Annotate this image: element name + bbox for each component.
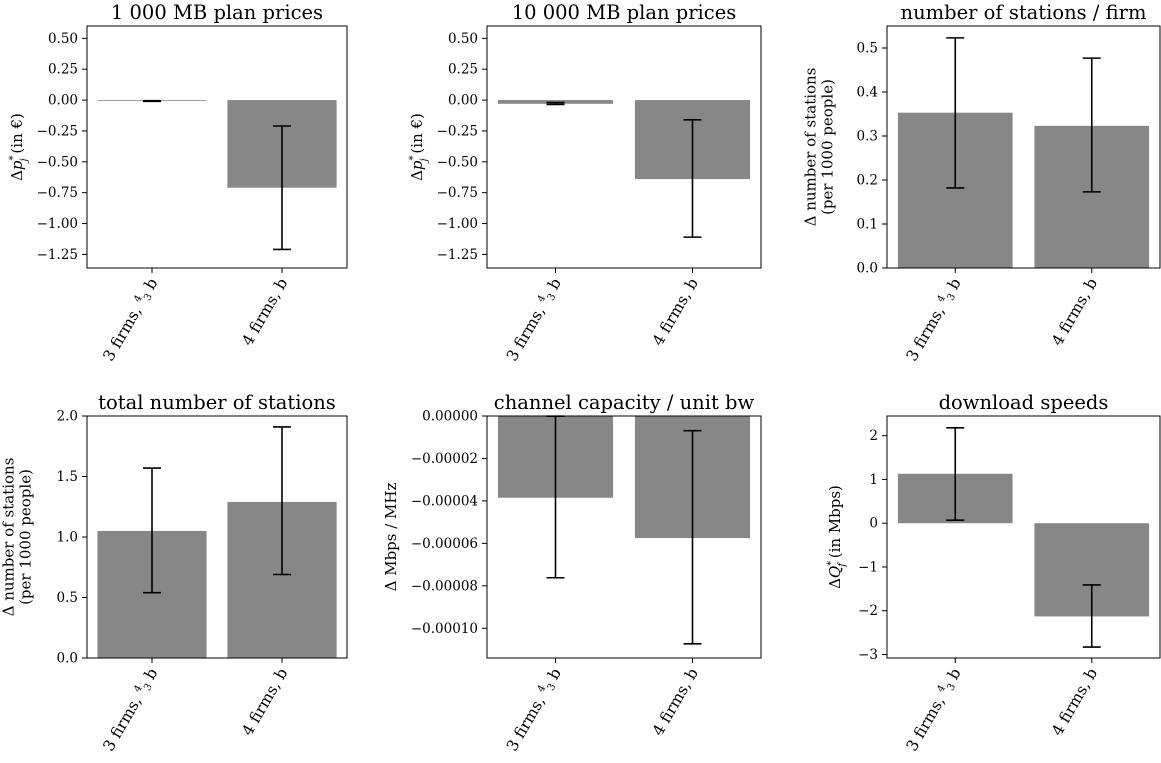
- error-bar: [273, 426, 291, 576]
- error-bar: [1082, 57, 1101, 193]
- y-tick-label: −0.00008: [411, 578, 478, 594]
- y-tick-label: −0.00010: [411, 621, 478, 637]
- y-tick-label: −3: [858, 647, 878, 663]
- y-tick-label: −0.50: [37, 154, 78, 170]
- y-tick-label: −1.00: [37, 216, 78, 232]
- error-bar: [143, 467, 161, 594]
- x-tick-label: 4 firms, b: [1048, 665, 1101, 739]
- chart-title: channel capacity / unit bw: [494, 391, 755, 414]
- y-tick-label: −1.25: [37, 247, 78, 263]
- x-tick-label: 3 firms, 43 b: [503, 275, 566, 365]
- plot-frame: [886, 25, 1161, 269]
- y-axis-label: Δ Mbps / MHz: [382, 483, 400, 592]
- y-tick-label: 0.2: [857, 173, 878, 189]
- y-tick-label: 0.00: [448, 93, 478, 109]
- chart-title: download speeds: [939, 391, 1109, 414]
- y-tick-label: 1: [869, 472, 878, 488]
- plot-frame: [486, 25, 762, 269]
- y-tick-label: 0.1: [857, 217, 878, 233]
- x-tick-label: 4 firms, b: [238, 275, 291, 349]
- plot-frame: [86, 25, 348, 269]
- y-tick-label: 2: [869, 428, 878, 444]
- error-bar: [143, 99, 161, 103]
- y-axis-label: Δ number of stations: [0, 458, 18, 617]
- y-axis-label: ΔQ*f (in Mbps): [826, 485, 848, 589]
- y-tick-label: −0.25: [437, 123, 478, 139]
- y-tick-label: −0.75: [437, 185, 478, 201]
- y-tick-label: 2.0: [57, 409, 78, 425]
- x-tick-label: 3 firms, 43 b: [503, 665, 566, 755]
- y-tick-label: −0.00002: [411, 451, 478, 467]
- error-bar: [1082, 584, 1101, 648]
- y-tick-label: −1.00: [437, 216, 478, 232]
- y-tick-label: 0.25: [448, 62, 478, 78]
- error-bar: [683, 119, 702, 238]
- error-bar: [683, 429, 702, 645]
- y-tick-label: −0.25: [37, 123, 78, 139]
- y-tick-label: 1.5: [57, 469, 78, 485]
- error-bar: [946, 37, 965, 189]
- y-tick-label: 0.0: [857, 261, 878, 277]
- plot-frame: [486, 415, 762, 659]
- y-tick-label: 0.25: [48, 62, 78, 78]
- error-bar: [546, 101, 565, 106]
- chart-panel-6: download speeds 2 1 0 −1 −2 −3 3 firms, 43 b 4 f…: [826, 391, 1161, 755]
- y-tick-label: 0.5: [857, 41, 878, 57]
- y-tick-label: −0.00004: [411, 493, 478, 509]
- y-tick-label: 0.3: [857, 129, 878, 145]
- y-tick-label: −0.50: [437, 154, 478, 170]
- y-tick-label: 1.0: [57, 530, 78, 546]
- x-tick-label: 4 firms, b: [1048, 275, 1101, 349]
- y-tick-label: 0: [869, 516, 878, 532]
- x-tick-label: 4 firms, b: [649, 665, 702, 739]
- y-axis-label: Δp*j (in €): [408, 113, 430, 181]
- error-bar: [273, 125, 291, 251]
- y-tick-label: −0.00006: [411, 536, 478, 552]
- x-tick-label: 3 firms, 43 b: [903, 665, 966, 755]
- chart-panel-2: 10 000 MB plan prices 0.50 0.25 0.00 −0.25 −0…: [408, 1, 762, 365]
- chart-title: number of stations / firm: [901, 1, 1147, 24]
- x-tick-label: 4 firms, b: [649, 275, 702, 349]
- plot-frame: [886, 415, 1161, 659]
- y-tick-label: 0.00: [48, 93, 78, 109]
- x-tick-label: 3 firms, 43 b: [100, 665, 163, 755]
- y-tick-label: −0.75: [37, 185, 78, 201]
- y-axis-label: Δ number of stations: [802, 68, 820, 227]
- y-axis-label: Δp*j (in €): [8, 113, 30, 181]
- y-tick-label: 0.0: [57, 651, 78, 667]
- chart-panel-3: number of stations / firm 0.0 0.1 0.2 0.3 0.4…: [802, 1, 1161, 365]
- y-tick-label: −2: [858, 603, 878, 619]
- chart-title: 1 000 MB plan prices: [111, 1, 323, 24]
- y-tick-label: 0.00000: [422, 409, 478, 425]
- x-tick-label: 3 firms, 43 b: [903, 275, 966, 365]
- x-tick-label: 4 firms, b: [238, 665, 291, 739]
- y-tick-label: 0.50: [48, 31, 78, 47]
- x-tick-label: 3 firms, 43 b: [100, 275, 163, 365]
- y-tick-label: 0.4: [857, 85, 878, 101]
- y-tick-label: 0.5: [57, 590, 78, 606]
- chart-panel-4: total number of stations 0.0 0.5 1.0 1.5 2.0 3…: [0, 391, 348, 755]
- chart-title: total number of stations: [98, 391, 336, 414]
- y-axis-label: (per 1000 people): [819, 79, 837, 215]
- error-bar: [946, 427, 965, 521]
- y-tick-label: −1: [858, 559, 878, 575]
- chart-title: 10 000 MB plan prices: [512, 1, 737, 24]
- y-tick-label: 0.50: [448, 31, 478, 47]
- chart-panel-5: channel capacity / unit bw 0.00000 −0.0000…: [382, 391, 762, 755]
- y-axis-label: (per 1000 people): [17, 469, 35, 605]
- chart-panel-1: 1 000 MB plan prices 0.50 0.25 0.00 −0.25 −0.…: [8, 1, 348, 365]
- y-tick-label: −1.25: [437, 247, 478, 263]
